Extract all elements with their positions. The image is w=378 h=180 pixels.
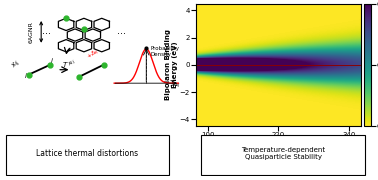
- X-axis label: Temperature (K): Temperature (K): [243, 141, 314, 150]
- Y-axis label: Bipolaron Binding
Energy (eV): Bipolaron Binding Energy (eV): [165, 29, 178, 100]
- Text: $x_{ij}$: $x_{ij}$: [66, 58, 78, 70]
- Text: 6AGNR: 6AGNR: [29, 21, 34, 43]
- Text: ···: ···: [117, 29, 126, 39]
- Text: Temperature-dependent
Quasiparticle Stability: Temperature-dependent Quasiparticle Stab…: [241, 147, 325, 160]
- Text: ···: ···: [42, 29, 51, 39]
- Text: j: j: [51, 58, 53, 64]
- Text: Probability
Density: Probability Density: [151, 46, 180, 57]
- Text: Lattice thermal distortions: Lattice thermal distortions: [36, 149, 139, 158]
- Text: T: T: [62, 62, 67, 68]
- FancyBboxPatch shape: [201, 135, 365, 175]
- Text: i: i: [25, 73, 27, 79]
- FancyBboxPatch shape: [6, 135, 169, 175]
- Text: $+\Delta_{ij}$: $+\Delta_{ij}$: [85, 47, 102, 63]
- Text: $x_{ij}$: $x_{ij}$: [10, 58, 24, 71]
- Text: $\Delta_{ij}$: $\Delta_{ij}$: [172, 81, 181, 91]
